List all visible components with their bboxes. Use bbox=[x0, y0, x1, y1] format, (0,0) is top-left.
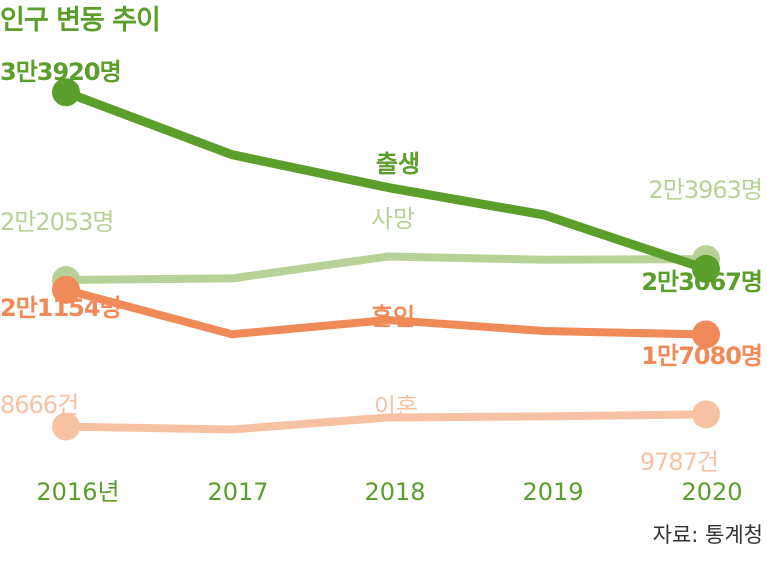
data-value-label: 1만7080명 bbox=[641, 342, 762, 370]
series-name-label: 사망 bbox=[371, 205, 415, 233]
data-point bbox=[52, 275, 80, 304]
data-point bbox=[692, 254, 720, 283]
series-layer bbox=[52, 78, 720, 441]
x-tick-label: 2018 bbox=[364, 478, 425, 506]
x-tick-label: 2017 bbox=[207, 478, 268, 506]
series-name-label: 출생 bbox=[376, 150, 420, 178]
chart-title: 인구 변동 추이 bbox=[0, 5, 161, 36]
data-value-label: 3만3920명 bbox=[0, 58, 121, 86]
data-point bbox=[52, 412, 80, 441]
x-tick-label: 2020 bbox=[681, 478, 742, 506]
data-value-label: 2만2053명 bbox=[0, 208, 114, 236]
data-point bbox=[692, 400, 720, 429]
data-value-label: 8666건 bbox=[0, 391, 78, 419]
x-axis-labels: 2016년 2017 2018 2019 2020 bbox=[36, 478, 742, 506]
series-line-사망 bbox=[62, 252, 710, 285]
data-value-label: 2만1154명 bbox=[0, 294, 121, 322]
data-value-label: 9787건 bbox=[640, 448, 718, 476]
source-note: 자료: 통계청 bbox=[652, 523, 763, 547]
series-line-출생 bbox=[61, 87, 711, 274]
series-name-label: 이혼 bbox=[374, 393, 418, 421]
x-tick-label: 2016년 bbox=[36, 478, 119, 506]
data-value-label: 2만3963명 bbox=[648, 176, 762, 204]
series-line-이혼 bbox=[62, 410, 710, 434]
data-value-label: 2만3067명 bbox=[641, 268, 762, 296]
series-line-혼인 bbox=[62, 285, 710, 339]
data-point bbox=[52, 78, 80, 107]
series-name-label: 혼인 bbox=[371, 303, 415, 331]
x-tick-label: 2019 bbox=[522, 478, 583, 506]
data-point bbox=[692, 320, 720, 349]
